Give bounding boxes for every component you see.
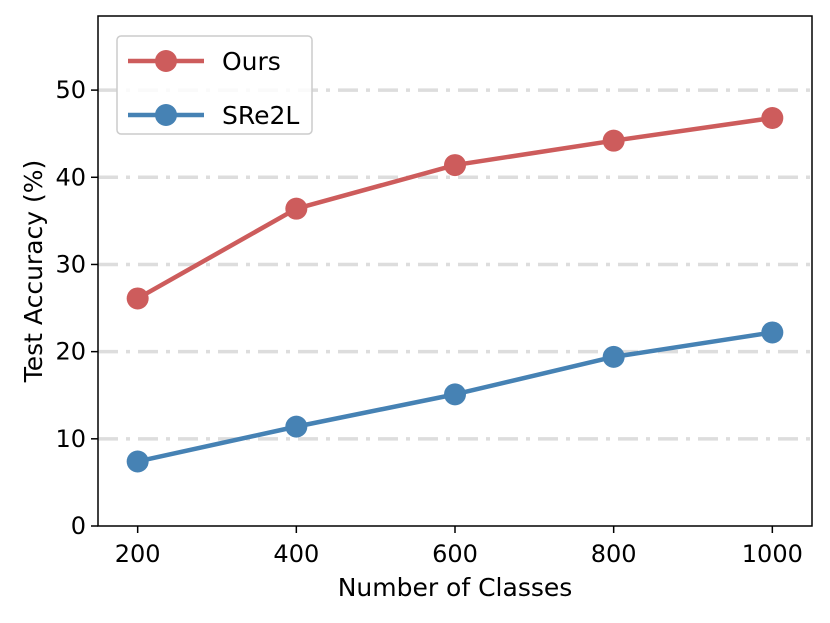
y-tick-label: 50	[55, 76, 86, 104]
data-point-ours	[126, 287, 149, 310]
legend: Ours SRe2L	[116, 35, 313, 135]
series-lines	[126, 107, 784, 473]
data-point-ours	[444, 154, 466, 177]
legend-label-sre2l: SRe2L	[222, 101, 299, 130]
data-point-sre2l	[285, 415, 308, 438]
axis-ticks: 0 10 20 30 40 50 200 400 600 800 1000	[55, 76, 802, 568]
data-point-sre2l	[126, 450, 149, 473]
legend-label-ours: Ours	[222, 47, 281, 76]
x-tick-label: 200	[115, 540, 161, 568]
series-line-ours	[136, 115, 773, 301]
x-tick-label: 1000	[742, 540, 803, 568]
x-tick-label: 800	[591, 540, 637, 568]
x-tick-label: 600	[432, 540, 478, 568]
x-axis-label: Number of Classes	[338, 573, 573, 602]
data-point-sre2l	[602, 345, 625, 368]
y-tick-label: 30	[55, 250, 86, 278]
data-point-ours	[285, 197, 308, 220]
y-axis-label: Test Accuracy (%)	[19, 160, 48, 384]
legend-marker-ours	[155, 50, 177, 72]
y-tick-label: 0	[71, 512, 86, 540]
x-tick-label: 400	[273, 540, 319, 568]
legend-marker-sre2l	[155, 104, 177, 126]
data-point-ours	[602, 129, 625, 152]
data-point-sre2l	[444, 383, 466, 406]
data-point-ours	[761, 107, 784, 129]
y-tick-label: 20	[55, 338, 86, 366]
y-tick-label: 10	[55, 425, 86, 453]
data-point-sre2l	[761, 321, 784, 344]
y-tick-label: 40	[55, 163, 86, 191]
